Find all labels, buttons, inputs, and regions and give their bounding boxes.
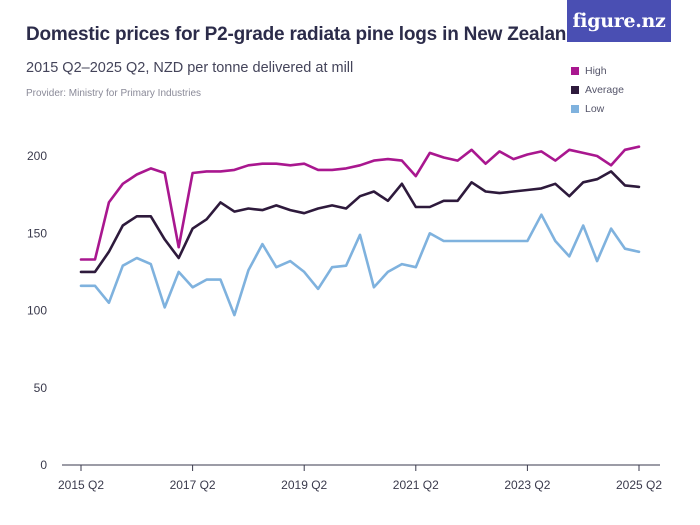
legend-swatch-high xyxy=(571,66,579,75)
y-tick-label-100: 100 xyxy=(27,304,47,318)
x-tick-label-2023-Q2: 2023 Q2 xyxy=(504,478,550,492)
series-lines xyxy=(79,145,641,317)
x-tick-label-2019-Q2: 2019 Q2 xyxy=(281,478,327,492)
logo-text: figure.nz xyxy=(572,10,666,32)
figure-nz-logo[interactable]: figure.nz xyxy=(567,0,671,42)
x-axis: 2015 Q2 2017 Q2 2019 Q2 2021 Q2 2023 Q2 2025 … xyxy=(58,464,662,492)
chart-legend: High Average Low xyxy=(571,61,624,118)
y-tick-label-50: 50 xyxy=(34,381,48,395)
series-line-average xyxy=(79,170,641,274)
x-tick-label-2017-Q2: 2017 Q2 xyxy=(170,478,216,492)
legend-label-average: Average xyxy=(585,83,624,96)
series-line-high xyxy=(79,145,641,261)
x-tick-label-2015-Q2: 2015 Q2 xyxy=(58,478,104,492)
chart-subtitle: 2015 Q2–2025 Q2, NZD per tonne delivered… xyxy=(26,60,354,76)
y-tick-label-0: 0 xyxy=(40,458,47,472)
legend-swatch-average xyxy=(571,85,579,94)
legend-item-high: High xyxy=(571,61,624,80)
data-provider: Provider: Ministry for Primary Industrie… xyxy=(26,88,202,99)
x-tick-label-2021-Q2: 2021 Q2 xyxy=(393,478,439,492)
y-tick-label-150: 150 xyxy=(27,226,47,240)
y-tick-label-200: 200 xyxy=(27,149,47,163)
series-line-low xyxy=(79,213,641,317)
x-tick-label-2025-Q2: 2025 Q2 xyxy=(616,478,662,492)
legend-label-low: Low xyxy=(585,102,605,115)
chart-title: Domestic prices for P2-grade radiata pin… xyxy=(26,24,578,45)
legend-swatch-low xyxy=(571,104,579,113)
y-axis: 0 50 100 150 200 xyxy=(27,149,47,472)
legend-label-high: High xyxy=(585,64,607,77)
legend-item-average: Average xyxy=(571,80,624,99)
legend-item-low: Low xyxy=(571,99,624,118)
